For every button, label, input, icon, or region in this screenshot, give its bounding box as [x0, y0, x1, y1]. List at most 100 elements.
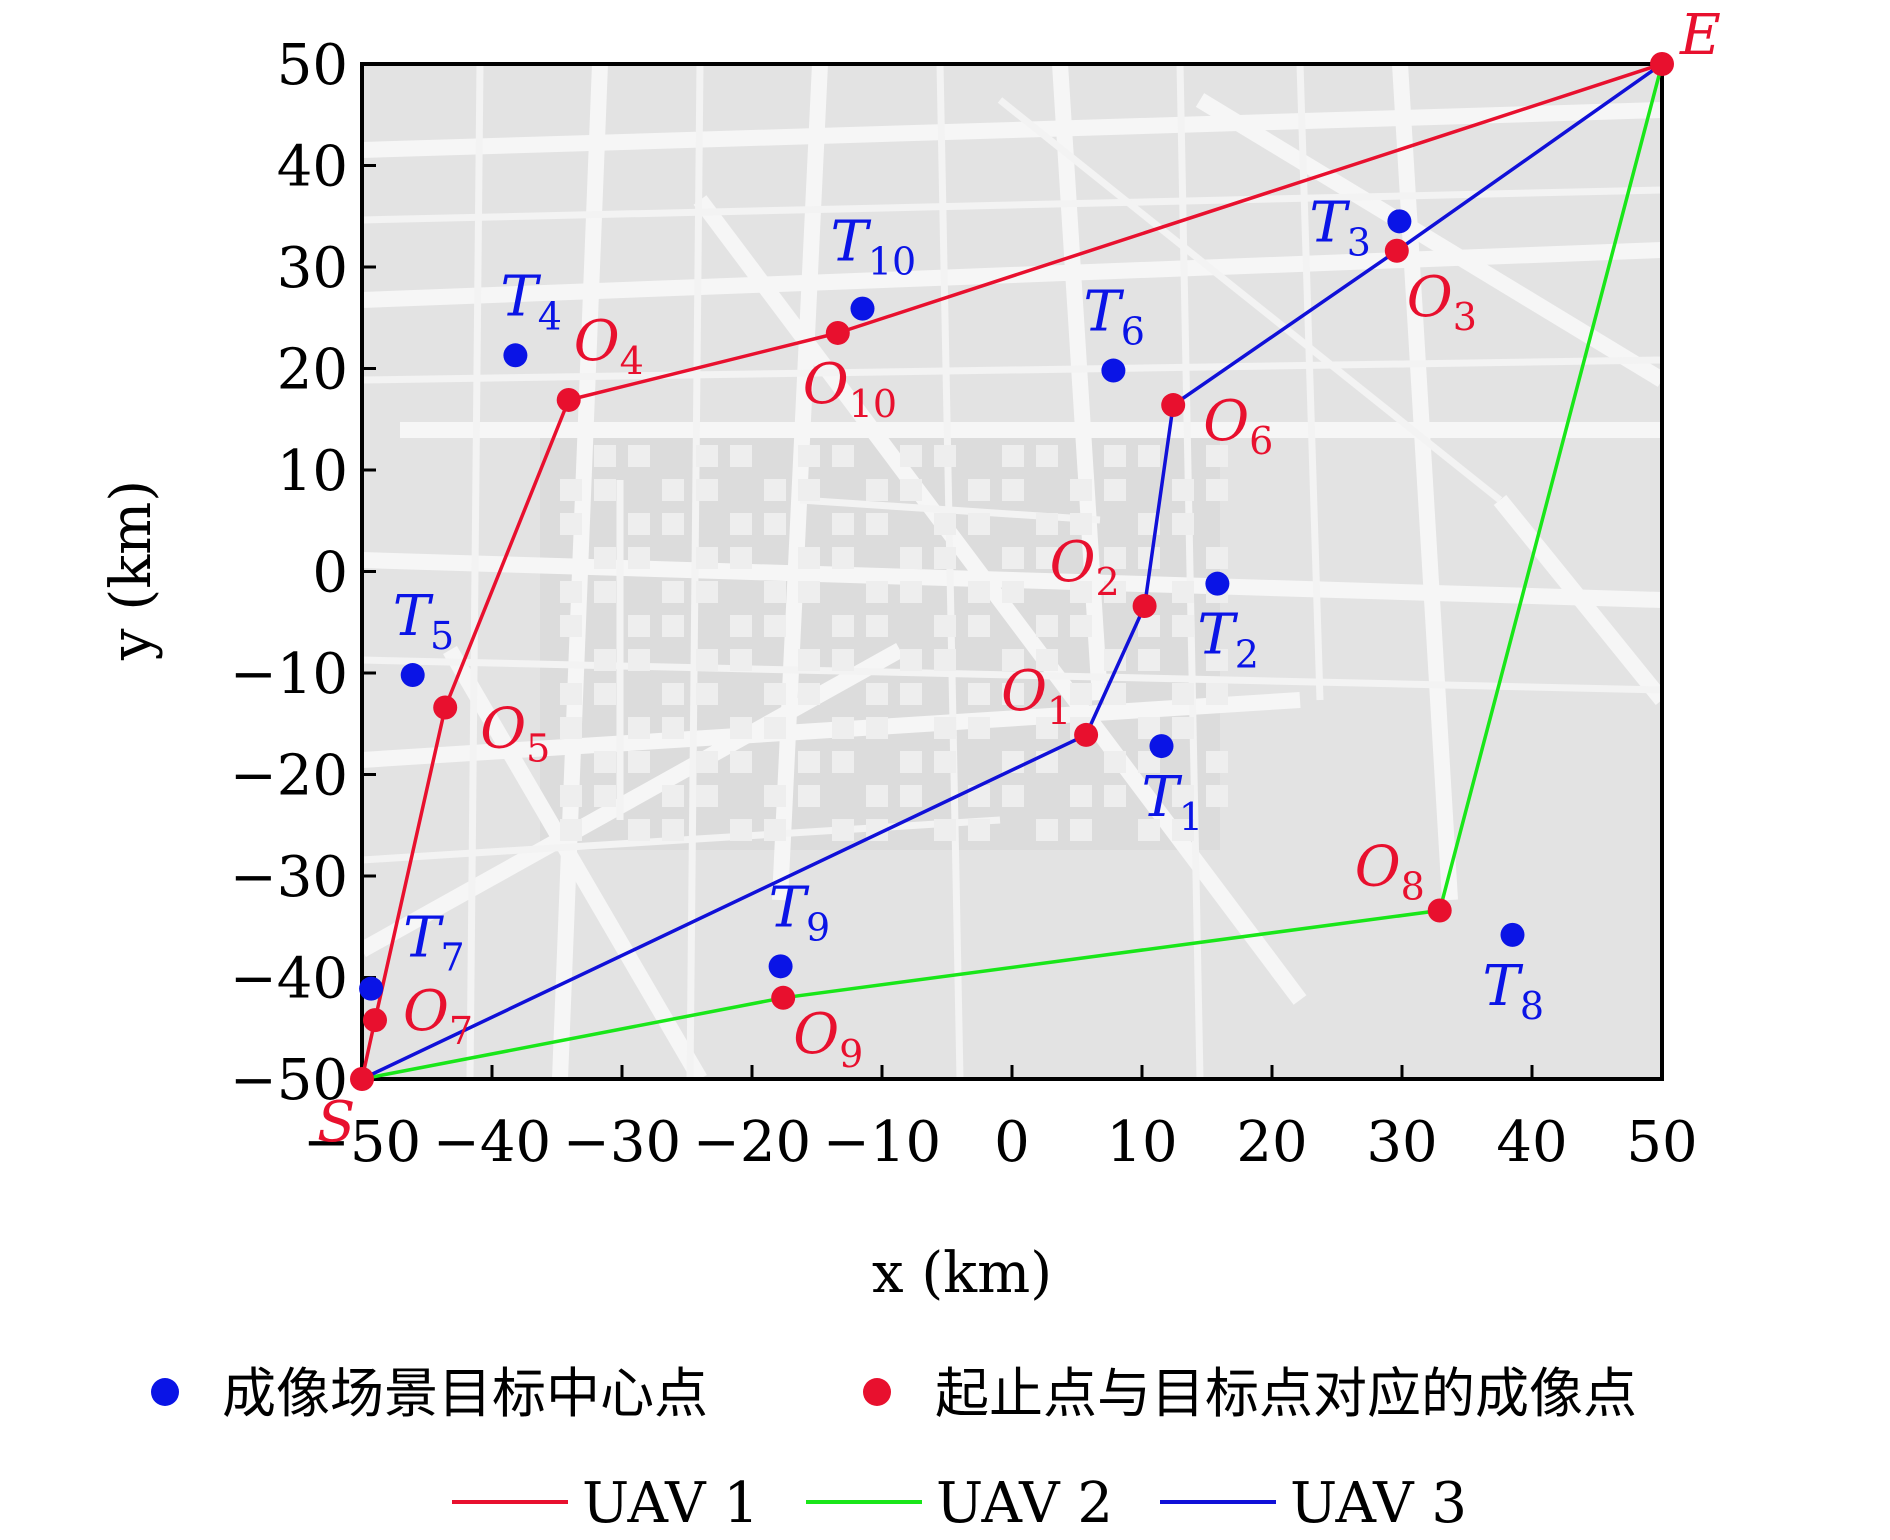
- end-label: E: [1679, 3, 1721, 68]
- x-tick-label: −30: [563, 1110, 681, 1175]
- imaging-point-O8: [1427, 898, 1452, 923]
- map-building: [1036, 445, 1058, 467]
- imaging-point-O10: [825, 320, 850, 345]
- map-building: [1070, 513, 1092, 535]
- map-building: [1036, 615, 1058, 637]
- imaging-point-O1: [1074, 722, 1099, 747]
- x-tick-label: −40: [433, 1110, 551, 1175]
- map-building: [798, 581, 820, 603]
- map-building: [730, 615, 752, 637]
- target-point-T10: [850, 296, 875, 321]
- x-tick-label: −20: [693, 1110, 811, 1175]
- map-building: [1172, 479, 1194, 501]
- map-building: [1104, 479, 1126, 501]
- map-building: [1206, 649, 1228, 671]
- y-tick-label: 10: [277, 439, 348, 504]
- map-street: [362, 656, 1662, 694]
- map-road: [1052, 64, 1108, 701]
- map-building: [934, 751, 956, 773]
- map-building: [594, 683, 616, 705]
- legend-label-target: 成像场景目标中心点: [222, 1362, 708, 1425]
- map-building: [798, 479, 820, 501]
- map-building: [1172, 581, 1194, 603]
- imaging-point-O4: [556, 387, 581, 412]
- map-street: [1176, 64, 1204, 1079]
- map-building: [696, 785, 718, 807]
- target-point-T4: [503, 343, 528, 368]
- map-building: [1138, 615, 1160, 637]
- target-point-T3: [1387, 209, 1412, 234]
- map-building: [662, 479, 684, 501]
- route-uav2: [362, 64, 1662, 1079]
- map-building: [968, 513, 990, 535]
- target-label-T1: T1: [1142, 765, 1204, 839]
- legend-label-uav1: UAV 1: [582, 1471, 759, 1536]
- map-building: [628, 615, 650, 637]
- map-building: [832, 751, 854, 773]
- y-tick-label: −50: [230, 1048, 348, 1113]
- map-building: [798, 683, 820, 705]
- map-building: [594, 547, 616, 569]
- map-building: [934, 717, 956, 739]
- x-tick-label: 50: [1626, 1110, 1697, 1175]
- map-building: [696, 649, 718, 671]
- map-building: [900, 445, 922, 467]
- map-building: [594, 445, 616, 467]
- legend-label-uav3: UAV 3: [1290, 1471, 1467, 1536]
- map-building: [628, 717, 650, 739]
- map-building: [560, 479, 582, 501]
- route-uav3: [362, 64, 1662, 1079]
- y-tick-label: −40: [230, 947, 348, 1012]
- map-building: [1138, 751, 1160, 773]
- map-building: [764, 819, 786, 841]
- map-background: [362, 64, 1662, 1079]
- map-building: [866, 615, 888, 637]
- map-building: [1172, 785, 1194, 807]
- map-building: [1002, 547, 1024, 569]
- imaging-label-O9: O9: [793, 1002, 863, 1076]
- map-building: [900, 683, 922, 705]
- map-road: [443, 645, 707, 1079]
- map-building: [900, 785, 922, 807]
- map-building: [934, 649, 956, 671]
- map-building: [764, 615, 786, 637]
- map-building: [696, 479, 718, 501]
- map-building: [560, 615, 582, 637]
- legend-marker-imaging: [863, 1378, 891, 1406]
- start-label: S: [317, 1090, 355, 1155]
- map-building: [1172, 717, 1194, 739]
- map-road: [1195, 93, 1662, 387]
- map-road: [1392, 64, 1458, 901]
- map-building: [866, 785, 888, 807]
- target-label-T5: T5: [393, 584, 455, 658]
- map-road: [552, 64, 608, 1079]
- map-building: [730, 649, 752, 671]
- map-street: [466, 64, 484, 1079]
- map-building: [1002, 479, 1024, 501]
- map-building: [594, 785, 616, 807]
- map-building: [968, 785, 990, 807]
- map-road: [693, 195, 1307, 1005]
- map-building: [832, 615, 854, 637]
- map-building: [798, 649, 820, 671]
- map-building: [968, 615, 990, 637]
- map-building: [866, 683, 888, 705]
- map-building: [662, 717, 684, 739]
- legend-label-uav2: UAV 2: [936, 1471, 1113, 1536]
- map-building: [696, 751, 718, 773]
- x-tick-label: 30: [1366, 1110, 1437, 1175]
- map-street: [997, 97, 1503, 503]
- map-street: [362, 356, 1662, 384]
- map-building: [1172, 683, 1194, 705]
- map-building: [1138, 717, 1160, 739]
- map-building: [764, 513, 786, 535]
- map-building: [1206, 547, 1228, 569]
- map-building: [594, 751, 616, 773]
- map-building: [1104, 581, 1126, 603]
- map-building: [730, 819, 752, 841]
- x-tick-label: 40: [1496, 1110, 1567, 1175]
- imaging-point-O6: [1161, 393, 1186, 418]
- map-building: [1002, 445, 1024, 467]
- map-building: [1104, 445, 1126, 467]
- y-tick-label: 20: [277, 338, 348, 403]
